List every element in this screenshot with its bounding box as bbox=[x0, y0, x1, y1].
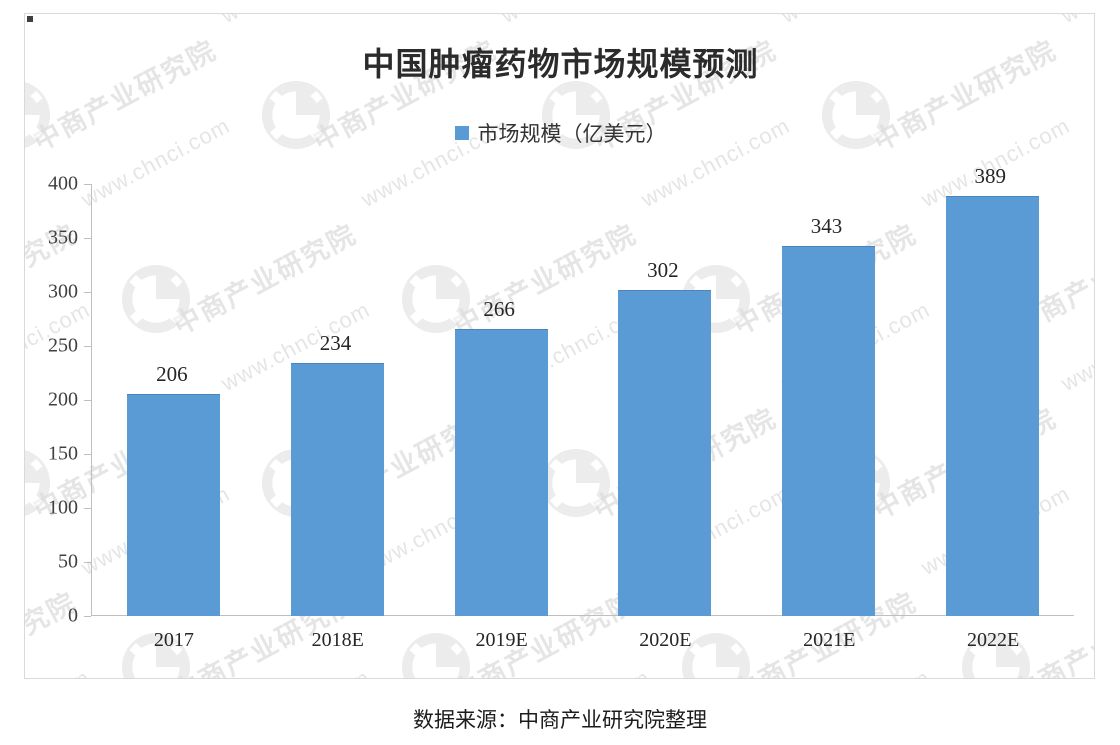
watermark-url: www.chnci.com bbox=[217, 14, 375, 29]
legend-label: 市场规模（亿美元） bbox=[477, 123, 667, 146]
y-axis-tick bbox=[84, 346, 91, 347]
chart-legend: 市场规模（亿美元） bbox=[25, 118, 1094, 148]
watermark-text: 中商产业研究院 bbox=[24, 586, 82, 679]
watermark-url: www.chnci.com bbox=[1057, 665, 1094, 678]
bar-series: 206 234 266 302 343 389 bbox=[92, 164, 1074, 616]
chart-title: 中国肿瘤药物市场规模预测 bbox=[362, 46, 759, 82]
bar[interactable] bbox=[127, 393, 221, 616]
bar-slot: 266 bbox=[419, 184, 583, 616]
chart-selection-handle[interactable] bbox=[27, 16, 33, 22]
y-axis-tick bbox=[84, 508, 91, 509]
bar-value-label: 343 bbox=[810, 213, 843, 238]
y-axis-tick-label: 150 bbox=[48, 442, 78, 465]
x-axis-labels: 2017 2018E 2019E 2020E 2021E 2022E bbox=[92, 629, 1075, 652]
bar[interactable] bbox=[618, 289, 712, 616]
y-axis-tick-label: 400 bbox=[48, 172, 78, 195]
bar-slot: 343 bbox=[747, 184, 911, 616]
x-axis-label: 2018E bbox=[311, 629, 364, 651]
y-axis-tick-label: 200 bbox=[48, 388, 78, 411]
y-axis-tick bbox=[84, 184, 91, 185]
y-axis-tick bbox=[84, 562, 91, 563]
y-axis-tick bbox=[84, 292, 91, 293]
y-axis-tick-label: 300 bbox=[48, 280, 78, 303]
bar-slot: 206 bbox=[92, 184, 256, 616]
y-axis-tick-label: 100 bbox=[48, 496, 78, 519]
watermark-url: www.chnci.com bbox=[777, 14, 935, 29]
x-axis-label: 2020E bbox=[639, 629, 692, 651]
bar[interactable] bbox=[454, 328, 548, 616]
x-axis-line bbox=[91, 615, 1074, 616]
bar-value-label: 206 bbox=[156, 361, 188, 386]
bar-slot: 302 bbox=[583, 184, 747, 616]
chart-frame: 中商产业研究院 www.chnci.com 中商产业研究院 www.chnci.com… bbox=[24, 13, 1095, 679]
bar-value-label: 302 bbox=[647, 257, 679, 282]
y-axis-tick-label: 50 bbox=[58, 550, 78, 573]
y-axis-tick-label: 350 bbox=[48, 226, 78, 249]
watermark-url: www.chnci.com bbox=[1057, 14, 1094, 29]
bar[interactable] bbox=[782, 245, 876, 616]
bar-value-label: 389 bbox=[974, 163, 1006, 188]
y-axis-tick bbox=[84, 238, 91, 239]
bar-slot: 389 bbox=[910, 164, 1074, 616]
watermark-url: www.chnci.com bbox=[25, 14, 95, 29]
bar-value-label: 234 bbox=[319, 331, 352, 356]
bar-slot: 234 bbox=[256, 184, 420, 616]
x-axis-label: 2022E bbox=[966, 629, 1020, 651]
watermark-url: www.chnci.com bbox=[497, 14, 655, 29]
watermark-url: www.chnci.com bbox=[217, 665, 375, 678]
x-axis-label: 2017 bbox=[153, 629, 194, 651]
y-axis-tick-label: 0 bbox=[68, 604, 78, 627]
plot-area: 400 350 300 250 200 150 100 50 0 206 234 266 302 343… bbox=[48, 164, 1074, 627]
watermark-url: www.chnci.com bbox=[777, 665, 935, 678]
y-axis-tick-label: 250 bbox=[48, 334, 78, 357]
y-axis-tick bbox=[84, 454, 91, 455]
y-axis-tick bbox=[84, 616, 91, 617]
bar-value-label: 266 bbox=[483, 296, 515, 321]
y-axis-line bbox=[91, 184, 92, 616]
y-axis-tick bbox=[84, 400, 91, 401]
watermark-url: www.chnci.com bbox=[497, 665, 655, 678]
watermark-url: www.chnci.com bbox=[25, 665, 95, 678]
bar[interactable] bbox=[291, 363, 384, 616]
bar[interactable] bbox=[945, 195, 1039, 616]
x-axis-label: 2021E bbox=[803, 629, 856, 651]
x-axis-label: 2019E bbox=[475, 629, 528, 651]
legend-swatch-icon bbox=[454, 126, 469, 140]
source-caption: 数据来源：中商产业研究院整理 bbox=[413, 708, 707, 732]
